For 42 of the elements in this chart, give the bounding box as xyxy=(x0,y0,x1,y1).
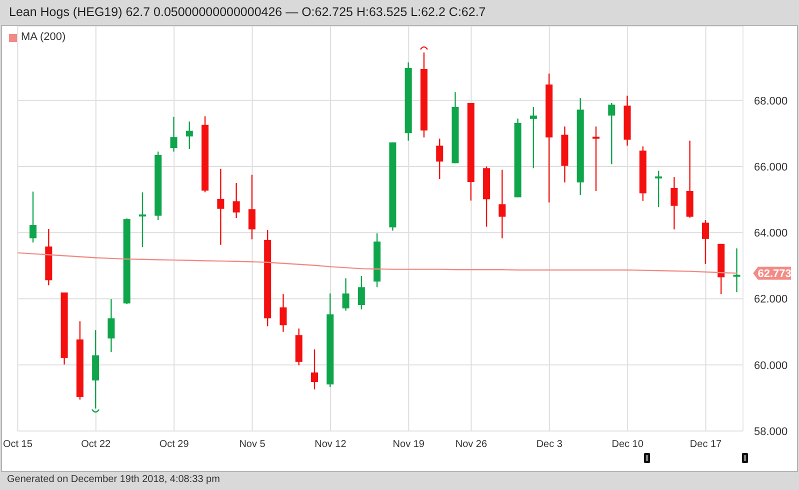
x-tick-label: Dec 3 xyxy=(536,439,563,450)
candlestick xyxy=(342,278,350,312)
candlestick xyxy=(232,182,240,219)
candlestick xyxy=(108,298,115,353)
x-tick-label: Dec 17 xyxy=(690,439,722,450)
candlestick xyxy=(170,116,178,152)
candlestick xyxy=(186,120,193,150)
candlestick xyxy=(358,275,365,310)
text: Generated on December 19th 2018, 4:08:33 pm xyxy=(7,474,220,486)
candlestick xyxy=(30,191,37,244)
candlestick xyxy=(733,248,740,293)
x-tick-label: Oct 22 xyxy=(81,439,112,450)
candlestick xyxy=(248,174,256,240)
data-label: 62.773 xyxy=(758,268,792,280)
candlestick xyxy=(608,102,616,165)
candlestick xyxy=(530,106,537,169)
y-tick-label: 58.000 xyxy=(754,426,788,438)
y-tick-label: 68.000 xyxy=(754,95,788,108)
y-tick-label: 62.000 xyxy=(754,294,788,306)
x-tick-label: Nov 12 xyxy=(314,439,347,450)
candlestick xyxy=(217,168,224,246)
candlestick xyxy=(498,169,506,239)
x-tick-label: Nov 19 xyxy=(392,439,425,450)
x-tick-label: Oct 15 xyxy=(2,439,33,450)
candlestick xyxy=(280,294,287,332)
chart-title: Lean Hogs (HEG19) 62.7 0.05000000000000426 — O:62.725 H:63.525 L:62.2 C:62.7 xyxy=(9,4,486,20)
y-tick-label: 66.000 xyxy=(754,161,788,174)
y-tick-label: 60.000 xyxy=(754,360,788,372)
y-tick-label: 64.000 xyxy=(754,228,788,240)
candlestick xyxy=(702,219,709,265)
candlestick xyxy=(311,348,318,390)
line-series xyxy=(18,252,738,274)
candlestick xyxy=(436,138,444,180)
x-tick-label: Nov 26 xyxy=(455,439,488,450)
candlestick xyxy=(592,126,600,192)
candlestick xyxy=(655,170,662,208)
candlestick xyxy=(138,192,146,248)
x-tick-label: Dec 10 xyxy=(612,439,644,450)
candlestick xyxy=(670,176,678,230)
x-tick-label: Nov 5 xyxy=(239,439,266,450)
x-tick-label: Oct 29 xyxy=(159,439,190,450)
legend-label: MA (200) xyxy=(21,31,66,44)
